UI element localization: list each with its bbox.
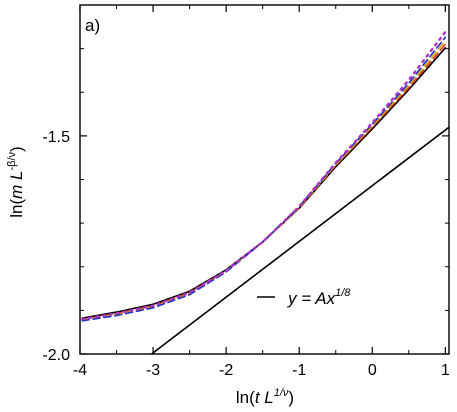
series-line-4 — [81, 30, 447, 321]
series-line-1 — [81, 43, 447, 321]
y-axis-title-pre: ln( — [7, 199, 26, 218]
axes-layer — [79, 4, 450, 355]
x-axis-title-pre: ln( — [236, 388, 255, 407]
x-tick-label: -1 — [292, 362, 306, 379]
x-tick-label: -2 — [219, 362, 233, 379]
series-line-0 — [81, 47, 447, 319]
x-axis-title-var: t L — [255, 388, 274, 407]
plot-frame — [79, 4, 450, 355]
x-axis-title-post: ) — [288, 388, 294, 407]
x-axis-title-sup: 1/ν — [274, 387, 289, 399]
asymptote-line — [150, 126, 449, 354]
y-axis-title: ln(m L-β/ν) — [6, 146, 26, 217]
y-axis-title-post: ) — [7, 146, 26, 152]
panel-label: a) — [85, 16, 100, 35]
series-line-2 — [81, 40, 447, 321]
legend-label-sup: 1/8 — [335, 287, 351, 299]
series-line-3 — [81, 36, 447, 322]
y-axis-title-sup: -β/ν — [6, 151, 18, 170]
legend-label-text: y = Ax — [287, 289, 336, 308]
x-tick-label: 1 — [441, 362, 450, 379]
y-tick-label: -1.5 — [42, 129, 70, 146]
x-tick-label: -3 — [146, 362, 160, 379]
ticks-layer: -4 -3 -2 -1 0 1 -2.0 -1.5 — [42, 5, 450, 379]
series-layer — [81, 30, 449, 354]
x-tick-label: 0 — [368, 362, 377, 379]
y-tick-label: -2.0 — [42, 347, 70, 364]
y-axis-title-var: m L — [7, 170, 26, 198]
legend-label: y = Ax1/8 — [287, 287, 351, 308]
x-tick-label: -4 — [73, 362, 87, 379]
x-axis-title: ln(t L1/ν) — [236, 387, 294, 407]
